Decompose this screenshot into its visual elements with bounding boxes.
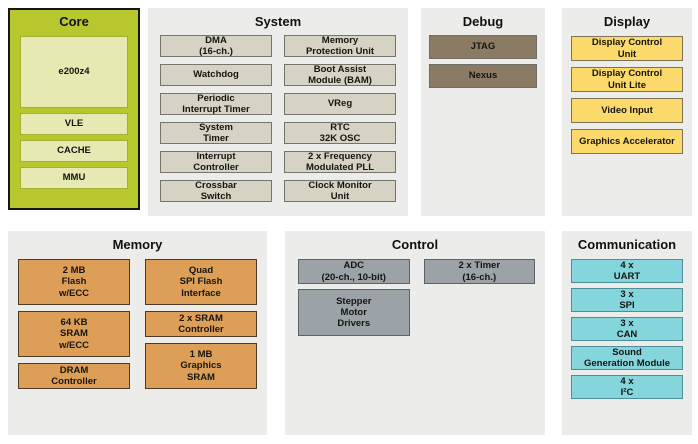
block-uart: 4 x UART	[571, 259, 683, 283]
block-spi: 3 x SPI	[571, 288, 683, 312]
block-dram-controller: DRAM Controller	[18, 363, 130, 389]
block-clock-monitor-unit: Clock Monitor Unit	[284, 180, 396, 202]
block-64kb-sram: 64 KB SRAM w/ECC	[18, 311, 130, 357]
panel-debug-title: Debug	[462, 14, 504, 29]
block-2mb-flash: 2 MB Flash w/ECC	[18, 259, 130, 305]
block-display-control-unit: Display Control Unit	[571, 36, 683, 61]
panel-debug: Debug JTAG Nexus	[421, 8, 545, 216]
block-adc: ADC (20-ch., 10-bit)	[298, 259, 410, 284]
block-mmu: MMU	[20, 167, 128, 189]
block-video-input: Video Input	[571, 98, 683, 123]
block-system-timer: System Timer	[160, 122, 272, 144]
block-stepper-motor-drivers: Stepper Motor Drivers	[298, 289, 410, 336]
panel-system-title: System	[254, 14, 302, 29]
block-e200z4: e200z4	[20, 36, 128, 108]
block-display-control-unit-lite: Display Control Unit Lite	[571, 67, 683, 92]
panel-display: Display Display Control Unit Display Con…	[562, 8, 692, 216]
block-quad-spi-flash-interface: Quad SPI Flash Interface	[145, 259, 257, 305]
block-crossbar-switch: Crossbar Switch	[160, 180, 272, 202]
block-dma: DMA (16-ch.)	[160, 35, 272, 57]
block-sram-controller: 2 x SRAM Controller	[145, 311, 257, 337]
block-1mb-graphics-sram: 1 MB Graphics SRAM	[145, 343, 257, 389]
panel-core-title: Core	[59, 14, 89, 29]
block-2x-timer: 2 x Timer (16-ch.)	[423, 259, 535, 284]
block-vreg: VReg	[284, 93, 396, 115]
block-watchdog: Watchdog	[160, 64, 272, 86]
panel-control-title: Control	[391, 237, 439, 252]
panel-memory-title: Memory	[112, 237, 163, 252]
block-jtag: JTAG	[429, 35, 537, 59]
panel-communication-title: Communication	[577, 237, 677, 252]
block-periodic-interrupt-timer: Periodic Interrupt Timer	[160, 93, 272, 115]
panel-memory: Memory 2 MB Flash w/ECC 64 KB SRAM w/ECC…	[8, 231, 267, 435]
panel-core: Core e200z4 VLE CACHE MMU	[8, 8, 140, 210]
block-frequency-modulated-pll: 2 x Frequency Modulated PLL	[284, 151, 396, 173]
block-i2c: 4 x I²C	[571, 375, 683, 399]
block-rtc-32k-osc: RTC 32K OSC	[284, 122, 396, 144]
block-sound-generation-module: Sound Generation Module	[571, 346, 683, 370]
block-interrupt-controller: Interrupt Controller	[160, 151, 272, 173]
block-cache: CACHE	[20, 140, 128, 162]
block-boot-assist-module: Boot Assist Module (BAM)	[284, 64, 396, 86]
block-vle: VLE	[20, 113, 128, 135]
panel-control: Control ADC (20-ch., 10-bit) Stepper Mot…	[285, 231, 545, 435]
panel-display-title: Display	[603, 14, 651, 29]
block-nexus: Nexus	[429, 64, 537, 88]
block-graphics-accelerator: Graphics Accelerator	[571, 129, 683, 154]
block-can: 3 x CAN	[571, 317, 683, 341]
panel-communication: Communication 4 x UART 3 x SPI 3 x CAN S…	[562, 231, 692, 435]
panel-system: System DMA (16-ch.) Watchdog Periodic In…	[148, 8, 408, 216]
block-memory-protection-unit: Memory Protection Unit	[284, 35, 396, 57]
